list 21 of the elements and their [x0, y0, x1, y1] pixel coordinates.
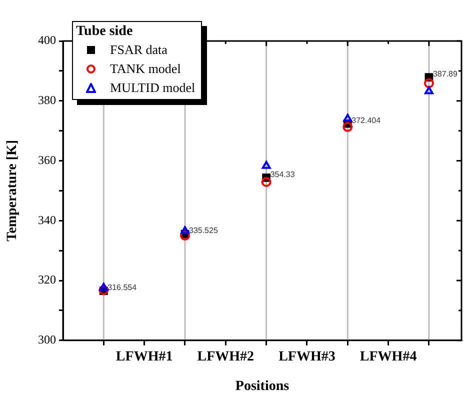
legend-label: FSAR data [110, 42, 168, 58]
y-axis-title: Temperature [K] [5, 140, 20, 242]
y-tick-label: 300 [38, 332, 56, 347]
y-tick-label: 320 [38, 272, 56, 287]
legend-label: MULTID model [110, 80, 196, 96]
x-tick-label: LFWH#4 [360, 349, 417, 364]
x-axis-title: Positions [235, 379, 290, 394]
data-label: 387.89 [432, 69, 458, 78]
y-tick-label: 340 [38, 212, 56, 227]
data-label: 372.404 [352, 116, 382, 125]
legend-title: Tube side [76, 24, 134, 40]
y-tick-label: 380 [38, 93, 56, 108]
data-label: 316.554 [108, 283, 138, 292]
y-tick-label: 400 [38, 33, 56, 48]
x-tick-label: LFWH#2 [197, 349, 254, 364]
legend-label: TANK model [110, 60, 181, 76]
y-tick-label: 360 [38, 152, 56, 167]
data-label: 335.525 [188, 226, 218, 236]
x-tick-label: LFWH#3 [278, 349, 336, 364]
data-label: 354.33 [270, 170, 296, 179]
x-tick-label: LFWH#1 [116, 349, 173, 364]
